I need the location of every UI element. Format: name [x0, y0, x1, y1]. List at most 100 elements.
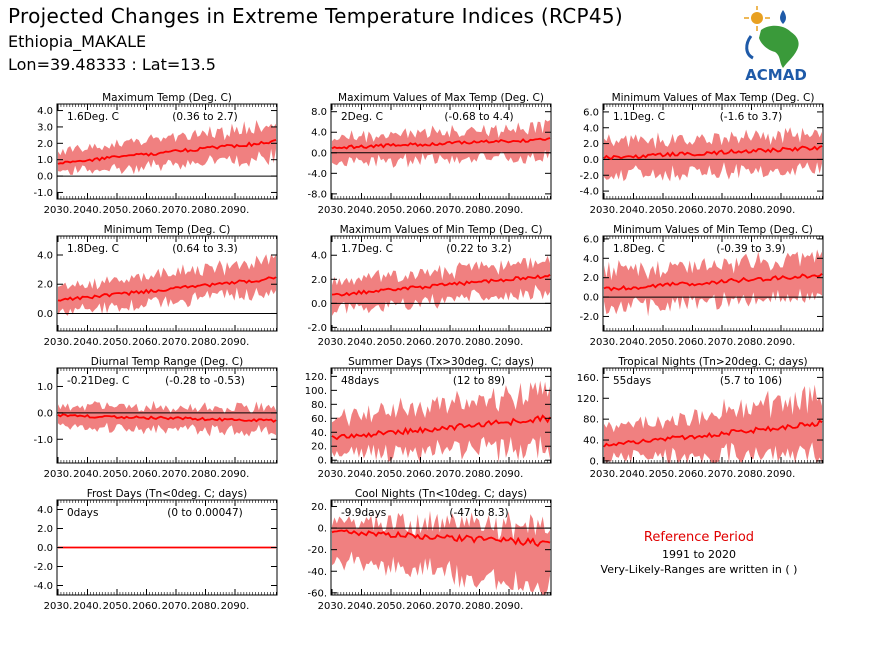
- x-tick-label: 2040.: [73, 469, 102, 480]
- x-tick-label: 2070.: [436, 337, 465, 348]
- uncertainty-band: [332, 380, 550, 463]
- x-tick-label: 2090.: [767, 337, 796, 348]
- chart-range: (0.22 to 3.2): [446, 243, 512, 255]
- x-tick-label: 2090.: [221, 469, 250, 480]
- chart-title: Summer Days (Tx>30deg. C; days): [348, 356, 534, 368]
- uncertainty-band: [604, 249, 822, 317]
- x-tick-label: 2030.: [44, 601, 73, 612]
- x-tick-label: 2080.: [465, 337, 494, 348]
- median-line: [603, 272, 823, 292]
- y-tick-label: -4.0: [307, 169, 327, 180]
- y-tick-label: -2.0: [579, 171, 599, 182]
- x-tick-label: 2090.: [495, 205, 524, 216]
- median-line: [57, 276, 277, 302]
- y-tick-label: 120.: [305, 372, 327, 383]
- uncertainty-band: [332, 255, 550, 316]
- y-tick-label: -1.0: [33, 188, 53, 199]
- y-tick-label: 2.0: [583, 139, 599, 150]
- x-tick-label: 2070.: [436, 601, 465, 612]
- y-tick-label: 4.0: [583, 123, 599, 134]
- y-tick-label: 20.: [311, 502, 327, 513]
- x-tick-label: 2030.: [318, 337, 347, 348]
- median-line: [331, 137, 551, 150]
- x-tick-label: 2080.: [191, 337, 220, 348]
- x-tick-label: 2050.: [377, 337, 406, 348]
- chart-panel-2: 2030. 2040. 2050. 2060. 2070. 2080. 2090. 8.0 4.…: [307, 92, 552, 216]
- x-tick-label: 2030.: [318, 469, 347, 480]
- x-tick-label: 2040.: [619, 205, 648, 216]
- uncertainty-band: [604, 127, 822, 182]
- chart-panel-8: 2030. 2040. 2050. 2060. 2070. 2080. 2090. 120. 1…: [305, 356, 552, 480]
- chart-range: (12 to 89): [453, 375, 505, 387]
- x-tick-label: 2070.: [708, 337, 737, 348]
- chart-range: (-0.39 to 3.9): [716, 243, 785, 255]
- x-tick-label: 2050.: [649, 205, 678, 216]
- x-tick-label: 2070.: [436, 469, 465, 480]
- y-tick-label: 2.0: [37, 280, 53, 291]
- x-tick-label: 2030.: [44, 337, 73, 348]
- median-line: [603, 419, 823, 448]
- y-tick-label: -40.: [307, 567, 327, 578]
- x-tick-label: 2040.: [73, 205, 102, 216]
- chart-statistic: 0days: [67, 507, 98, 519]
- x-tick-label: 2080.: [465, 469, 494, 480]
- x-tick-label: 2070.: [162, 601, 191, 612]
- y-tick-label: 20.: [311, 442, 327, 453]
- x-tick-label: 2060.: [406, 601, 435, 612]
- x-tick-label: 2070.: [708, 205, 737, 216]
- x-tick-label: 2080.: [737, 469, 766, 480]
- y-tick-label: 0.0: [37, 408, 53, 419]
- y-tick-label: 2.0: [583, 273, 599, 284]
- y-tick-label: 100.: [305, 386, 327, 397]
- x-tick-label: 2030.: [318, 601, 347, 612]
- x-tick-label: 2060.: [132, 337, 161, 348]
- y-tick-label: 0.: [317, 524, 327, 535]
- chart-statistic: 55days: [613, 375, 651, 387]
- x-tick-label: 2090.: [495, 469, 524, 480]
- x-tick-label: 2060.: [132, 205, 161, 216]
- x-tick-label: 2050.: [103, 469, 132, 480]
- x-tick-label: 2060.: [678, 205, 707, 216]
- x-tick-label: 2060.: [406, 205, 435, 216]
- x-tick-label: 2030.: [590, 337, 619, 348]
- chart-range: (-47 to 8.3): [449, 507, 508, 519]
- x-tick-label: 2090.: [767, 205, 796, 216]
- y-tick-label: 8.0: [311, 107, 327, 118]
- x-tick-label: 2050.: [103, 337, 132, 348]
- location-label: Ethiopia_MAKALE: [8, 32, 147, 51]
- chart-range: (0.64 to 3.3): [172, 243, 238, 255]
- y-tick-label: -2.0: [307, 323, 327, 334]
- x-tick-label: 2040.: [619, 337, 648, 348]
- y-tick-label: 40.: [311, 428, 327, 439]
- chart-statistic: 1.6Deg. C: [67, 111, 119, 123]
- y-tick-label: 6.0: [583, 107, 599, 118]
- chart-statistic: 1.8Deg. C: [613, 243, 665, 255]
- y-tick-label: 0.0: [311, 148, 327, 159]
- chart-statistic: -0.21Deg. C: [67, 375, 129, 387]
- chart-panel-5: 2030. 2040. 2050. 2060. 2070. 2080. 2090. 4.0 2.…: [307, 224, 552, 348]
- y-tick-label: 0.: [589, 456, 599, 467]
- uncertainty-band: [332, 510, 550, 595]
- x-tick-label: 2080.: [191, 205, 220, 216]
- chart-statistic: 2Deg. C: [341, 111, 383, 123]
- chart-title: Maximum Temp (Deg. C): [102, 92, 232, 104]
- x-tick-label: 2040.: [73, 337, 102, 348]
- y-tick-label: -1.0: [33, 435, 53, 446]
- y-tick-label: 4.0: [37, 505, 53, 516]
- y-tick-label: -20.: [307, 545, 327, 556]
- y-tick-label: 4.0: [311, 251, 327, 262]
- x-tick-label: 2090.: [495, 601, 524, 612]
- y-tick-label: 4.0: [37, 106, 53, 117]
- chart-range: (-1.6 to 3.7): [720, 111, 783, 123]
- y-tick-label: 60.: [311, 414, 327, 425]
- x-tick-label: 2070.: [162, 337, 191, 348]
- x-tick-label: 2050.: [649, 337, 678, 348]
- y-tick-label: 2.0: [311, 275, 327, 286]
- x-tick-label: 2060.: [132, 469, 161, 480]
- chart-range: (5.7 to 106): [720, 375, 782, 387]
- y-tick-label: -2.0: [579, 312, 599, 323]
- chart-title: Frost Days (Tn<0deg. C; days): [87, 488, 247, 500]
- chart-panel-11: 2030. 2040. 2050. 2060. 2070. 2080. 2090. 20. 0.…: [307, 488, 552, 612]
- uncertainty-band: [58, 120, 276, 175]
- x-tick-label: 2030.: [590, 205, 619, 216]
